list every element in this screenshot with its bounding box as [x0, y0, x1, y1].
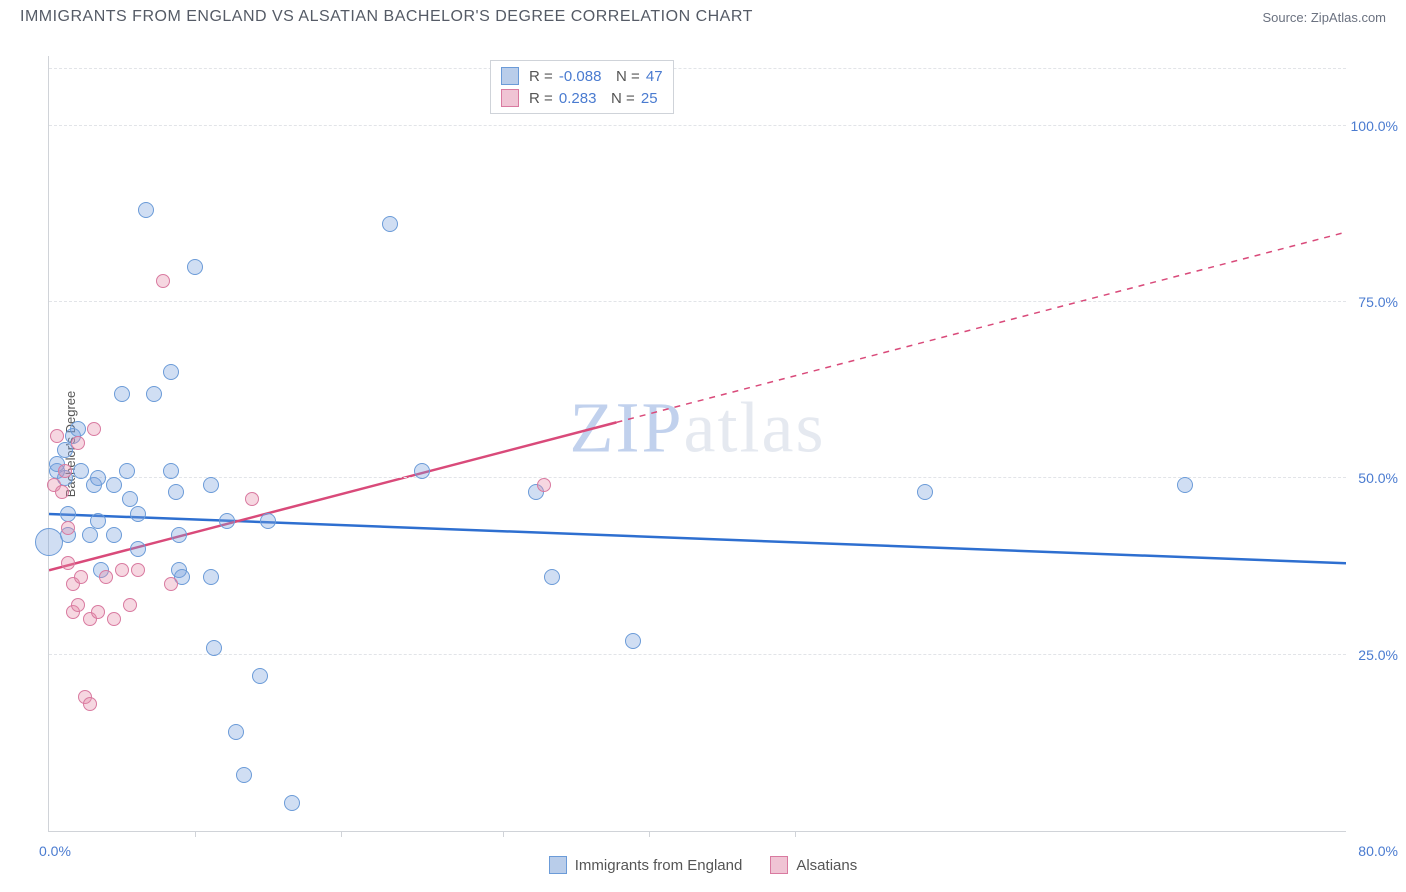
data-point-england [414, 463, 430, 479]
y-tick-label: 75.0% [1358, 294, 1398, 310]
legend-stats-box: R = -0.088 N = 47R = 0.283 N = 25 [490, 60, 674, 114]
data-point-england [70, 421, 86, 437]
grid-line [49, 125, 1346, 126]
data-point-alsatians [71, 436, 85, 450]
data-point-alsatians [61, 521, 75, 535]
data-point-alsatians [87, 422, 101, 436]
chart-title: IMMIGRANTS FROM ENGLAND VS ALSATIAN BACH… [20, 8, 753, 26]
data-point-england [206, 640, 222, 656]
data-point-alsatians [74, 570, 88, 584]
data-point-england [35, 528, 63, 556]
data-point-england [106, 477, 122, 493]
data-point-alsatians [61, 556, 75, 570]
data-point-england [73, 463, 89, 479]
legend-swatch-england [501, 67, 519, 85]
data-point-england [382, 216, 398, 232]
legend-bottom: Immigrants from England Alsatians [0, 856, 1406, 874]
x-tick [195, 831, 196, 837]
data-point-alsatians [245, 492, 259, 506]
trend-line-england [49, 514, 1346, 563]
legend-swatch-england [549, 856, 567, 874]
legend-item-alsatians: Alsatians [770, 856, 857, 874]
data-point-england [163, 364, 179, 380]
data-point-england [106, 527, 122, 543]
chart-header: IMMIGRANTS FROM ENGLAND VS ALSATIAN BACH… [0, 0, 1406, 30]
data-point-alsatians [107, 612, 121, 626]
chart-source: Source: ZipAtlas.com [1262, 10, 1386, 25]
data-point-england [236, 767, 252, 783]
data-point-alsatians [131, 563, 145, 577]
legend-swatch-alsatians [501, 89, 519, 107]
data-point-england [260, 513, 276, 529]
data-point-alsatians [50, 429, 64, 443]
x-tick [341, 831, 342, 837]
data-point-england [119, 463, 135, 479]
data-point-england [90, 513, 106, 529]
data-point-england [187, 259, 203, 275]
data-point-england [544, 569, 560, 585]
grid-line [49, 477, 1346, 478]
data-point-england [625, 633, 641, 649]
data-point-england [171, 527, 187, 543]
data-point-alsatians [164, 577, 178, 591]
data-point-england [284, 795, 300, 811]
data-point-alsatians [55, 485, 69, 499]
watermark: ZIPatlas [570, 387, 826, 470]
data-point-england [168, 484, 184, 500]
data-point-alsatians [123, 598, 137, 612]
grid-line [49, 301, 1346, 302]
data-point-alsatians [71, 598, 85, 612]
legend-item-england: Immigrants from England [549, 856, 743, 874]
grid-line [49, 654, 1346, 655]
x-tick [649, 831, 650, 837]
data-point-england [146, 386, 162, 402]
data-point-england [1177, 477, 1193, 493]
legend-swatch-alsatians [770, 856, 788, 874]
data-point-england [130, 541, 146, 557]
data-point-alsatians [115, 563, 129, 577]
data-point-england [138, 202, 154, 218]
data-point-england [203, 477, 219, 493]
data-point-alsatians [156, 274, 170, 288]
legend-label-alsatians: Alsatians [796, 857, 857, 874]
data-point-england [90, 470, 106, 486]
legend-stat-row-alsatians: R = 0.283 N = 25 [501, 87, 663, 109]
data-point-england [60, 506, 76, 522]
data-point-england [163, 463, 179, 479]
data-point-england [130, 506, 146, 522]
data-point-alsatians [537, 478, 551, 492]
data-point-england [219, 513, 235, 529]
data-point-england [228, 724, 244, 740]
data-point-england [203, 569, 219, 585]
data-point-england [82, 527, 98, 543]
grid-line [49, 68, 1346, 69]
data-point-alsatians [83, 697, 97, 711]
x-tick [795, 831, 796, 837]
y-tick-label: 100.0% [1351, 118, 1398, 134]
data-point-england [114, 386, 130, 402]
chart-plot-area: ZIPatlas Bachelor's Degree R = -0.088 N … [48, 56, 1346, 832]
data-point-england [917, 484, 933, 500]
y-tick-label: 50.0% [1358, 470, 1398, 486]
data-point-alsatians [91, 605, 105, 619]
x-tick [503, 831, 504, 837]
legend-stat-row-england: R = -0.088 N = 47 [501, 65, 663, 87]
data-point-alsatians [99, 570, 113, 584]
legend-label-england: Immigrants from England [575, 857, 743, 874]
y-tick-label: 25.0% [1358, 647, 1398, 663]
data-point-alsatians [58, 464, 72, 478]
data-point-england [252, 668, 268, 684]
